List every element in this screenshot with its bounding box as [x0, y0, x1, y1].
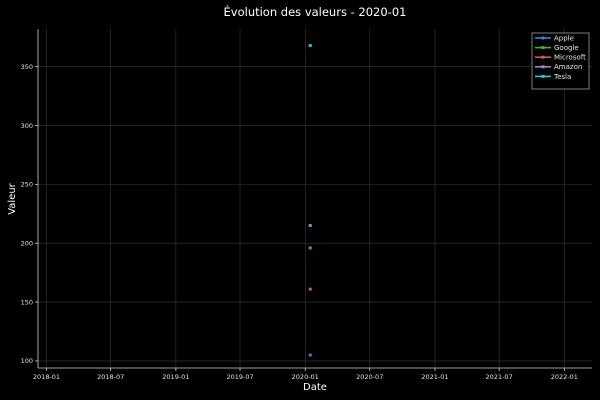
x-tick-label: 2021-07: [486, 373, 513, 381]
y-axis-label: Valeur: [7, 182, 18, 214]
data-point-apple: [308, 353, 312, 357]
data-points: [308, 43, 312, 357]
legend-label-apple: Apple: [554, 34, 574, 42]
legend-marker-tesla: [541, 74, 545, 78]
data-point-tesla: [308, 43, 312, 47]
y-tick-label: 200: [21, 240, 33, 248]
y-tick-label: 350: [21, 63, 33, 71]
x-tick-label: 2018-01: [33, 373, 60, 381]
data-point-google: [308, 246, 312, 250]
x-tick-label: 2022-01: [551, 373, 578, 381]
chart-title: Évolution des valeurs - 2020-01: [224, 4, 407, 19]
legend-marker-amazon: [541, 65, 545, 69]
x-tick-label: 2020-07: [356, 373, 383, 381]
x-axis-label: Date: [303, 382, 327, 393]
y-axis-ticks: 100 150 200 250 300 350: [21, 63, 38, 365]
x-axis-ticks: 2018-01 2018-07 2019-01 2019-07 2020-01 2020-…: [33, 368, 578, 381]
x-tick-label: 2021-01: [421, 373, 448, 381]
x-tick-label: 2020-01: [292, 373, 319, 381]
data-point-amazon: [308, 224, 312, 228]
legend-label-microsoft: Microsoft: [554, 54, 586, 62]
legend-label-tesla: Tesla: [553, 73, 571, 81]
legend-box: [531, 32, 590, 90]
legend-marker-apple: [541, 36, 545, 40]
y-tick-label: 100: [21, 357, 33, 365]
x-tick-label: 2019-01: [162, 373, 189, 381]
x-tick-label: 2019-07: [226, 373, 253, 381]
legend-marker-google: [541, 46, 545, 50]
y-tick-label: 300: [21, 122, 33, 130]
x-tick-label: 2018-07: [97, 373, 124, 381]
legend-marker-microsoft: [541, 55, 545, 59]
data-point-microsoft: [308, 287, 312, 291]
y-tick-label: 250: [21, 181, 33, 189]
axes-spines: [37, 29, 592, 369]
gridlines: [38, 29, 592, 368]
y-tick-label: 150: [21, 298, 33, 306]
legend-label-google: Google: [554, 44, 579, 52]
legend-label-amazon: Amazon: [554, 63, 582, 71]
